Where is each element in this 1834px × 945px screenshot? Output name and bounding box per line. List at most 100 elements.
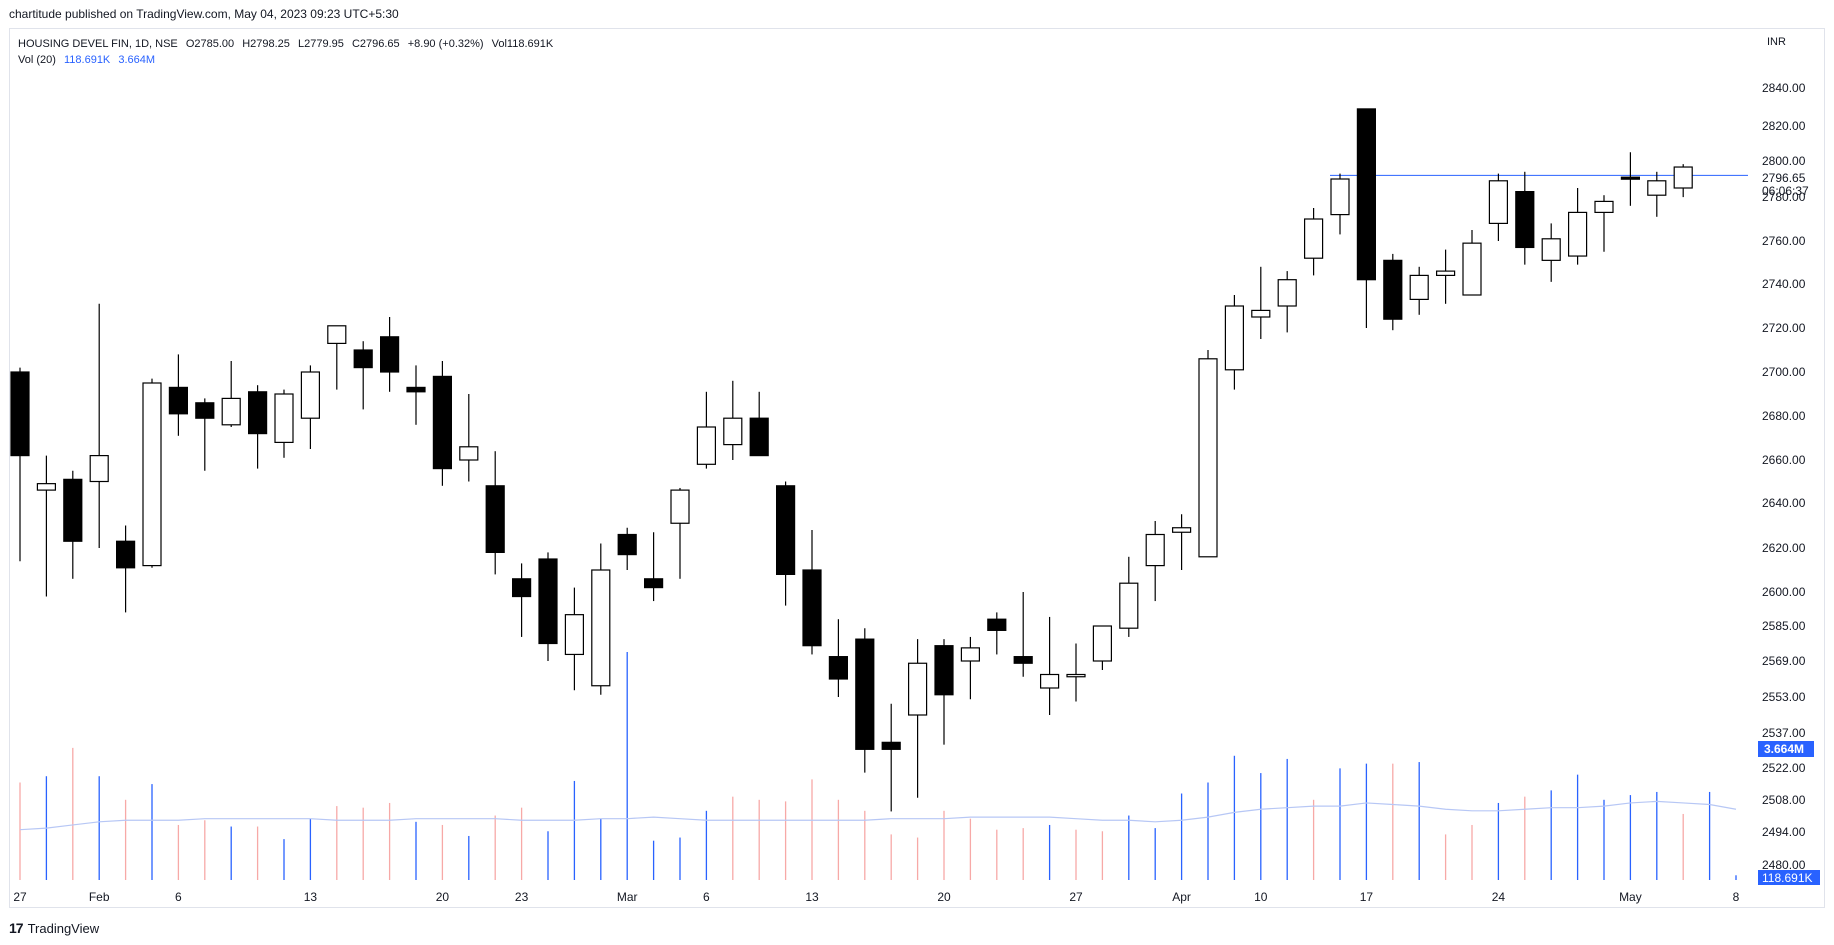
price-tick-label: 2620.00	[1762, 541, 1806, 555]
time-tick-label: 23	[515, 890, 529, 904]
price-tick-label: 2840.00	[1762, 81, 1806, 95]
time-tick-label: 27	[1069, 890, 1083, 904]
volume-legend-row: Vol (20) 118.691K 3.664M	[18, 52, 558, 68]
candle-body	[1647, 180, 1667, 196]
price-tick-label: 2640.00	[1762, 496, 1806, 510]
time-tick-label: Mar	[617, 890, 638, 904]
price-tick-label: 2820.00	[1762, 119, 1806, 133]
price-tick-label: 2553.00	[1762, 690, 1806, 704]
candle-body	[802, 569, 822, 647]
volume-badge-label: 118.691K	[1762, 871, 1813, 885]
price-tick-label: 2522.00	[1762, 761, 1806, 775]
candle-body	[1277, 279, 1297, 307]
price-legend-row: HOUSING DEVEL FIN, 1D, NSE O2785.00 H279…	[18, 36, 558, 52]
candle-body	[1330, 178, 1350, 216]
price-tick-label: 2680.00	[1762, 409, 1806, 423]
candle-body	[617, 533, 637, 556]
candle-body	[300, 371, 320, 419]
time-tick-label: Feb	[89, 890, 110, 904]
price-tick-label: 2585.00	[1762, 619, 1806, 633]
time-tick-label: 13	[805, 890, 819, 904]
candle-body	[115, 540, 136, 569]
candle-body	[432, 375, 452, 470]
price-tick-label: 2480.00	[1762, 858, 1806, 872]
chart-frame	[9, 28, 1825, 908]
price-tick-label: 2720.00	[1762, 321, 1806, 335]
time-tick-label: 6	[175, 890, 182, 904]
footer: 17 TradingView	[9, 920, 99, 936]
candle-body	[1620, 176, 1641, 180]
candle-body	[327, 325, 347, 344]
low-value: L2779.95	[297, 38, 344, 50]
candle-body	[1066, 673, 1086, 678]
candle-body	[10, 371, 30, 457]
candle-body	[1303, 218, 1324, 259]
candle-body	[511, 578, 532, 598]
price-tick-label: 2780.00	[1762, 190, 1806, 204]
candle-body	[1224, 305, 1245, 371]
time-tick-label: May	[1619, 890, 1642, 904]
volume-study-label[interactable]: Vol (20)	[18, 54, 56, 66]
candle-body	[960, 647, 981, 662]
candle-body	[1488, 180, 1509, 225]
candle-body	[168, 386, 188, 415]
candle-body	[1145, 533, 1165, 567]
candle-body	[353, 349, 373, 369]
publisher-line: chartitude published on TradingView.com,…	[9, 7, 399, 21]
candle-body	[380, 336, 400, 373]
candle-body	[1013, 656, 1033, 664]
candle-body	[63, 478, 83, 542]
symbol-label[interactable]: HOUSING DEVEL FIN, 1D, NSE	[18, 38, 178, 50]
price-tick-label: 2494.00	[1762, 825, 1806, 839]
candle-body	[1119, 582, 1139, 629]
candle-body	[907, 662, 928, 716]
candle-body	[934, 645, 954, 696]
candle-body	[1435, 270, 1456, 277]
time-tick-label: 20	[436, 890, 450, 904]
price-tick-label: 2760.00	[1762, 234, 1806, 248]
price-tick-label: 2700.00	[1762, 365, 1806, 379]
candle-body	[248, 391, 268, 435]
open-value: O2785.00	[185, 38, 235, 50]
candle-body	[485, 485, 505, 553]
candle-body	[36, 483, 57, 491]
candle-body	[1092, 625, 1113, 662]
candle-body	[274, 393, 294, 444]
candle-body	[643, 578, 664, 589]
candle-body	[1541, 238, 1561, 261]
price-tick-label: 2508.00	[1762, 793, 1806, 807]
candle-body	[1462, 242, 1482, 296]
time-tick-label: 6	[703, 890, 710, 904]
volume-ma-badge-label: 3.664M	[1764, 742, 1804, 756]
price-tick-label: 2600.00	[1762, 585, 1806, 599]
volume-badge	[1758, 870, 1820, 885]
volume-value: Vol118.691K	[491, 38, 554, 50]
candle-body	[142, 382, 162, 567]
last-price-label: 2796.65	[1762, 171, 1806, 185]
time-tick-label: 13	[304, 890, 318, 904]
candle-body	[855, 638, 875, 750]
volume-study-value: 118.691K	[63, 54, 111, 66]
currency-label: INR	[1767, 36, 1786, 48]
change-value: +8.90 (+0.32%)	[407, 38, 484, 50]
price-tick-label: 2537.00	[1762, 726, 1806, 740]
candle-body	[1383, 259, 1403, 320]
candle-body	[775, 485, 796, 575]
candle-body	[670, 489, 690, 524]
candle-body	[1198, 358, 1218, 558]
candle-body	[1409, 274, 1429, 300]
price-tick-label: 2569.00	[1762, 654, 1806, 668]
candle-body	[828, 656, 849, 680]
countdown-label: 06:06:37	[1762, 184, 1809, 198]
candle-body	[221, 397, 241, 426]
high-value: H2798.25	[242, 38, 290, 50]
candle-body	[987, 618, 1007, 631]
tradingview-logo-icon: 17	[9, 920, 24, 936]
candle-body	[1039, 673, 1060, 689]
candle-body	[1594, 200, 1614, 213]
candle-body	[1171, 527, 1192, 533]
chart-legend: HOUSING DEVEL FIN, 1D, NSE O2785.00 H279…	[18, 36, 558, 68]
candle-body	[1567, 211, 1588, 257]
brand-name: TradingView	[27, 920, 100, 936]
